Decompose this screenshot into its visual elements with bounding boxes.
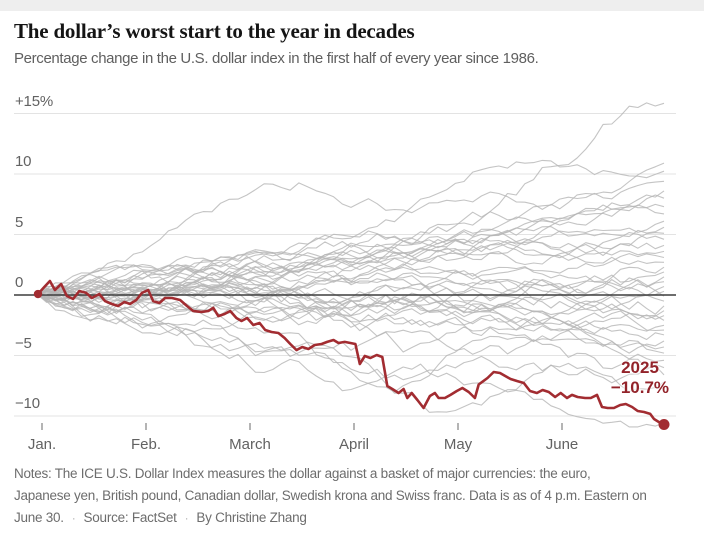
- line-2025: [36, 279, 666, 426]
- x-axis-label: April: [338, 436, 370, 453]
- year-line: [37, 289, 665, 413]
- year-line: [37, 278, 665, 354]
- y-axis-label: −5: [15, 334, 32, 352]
- annotation-value: −10.7%: [610, 378, 670, 398]
- separator-dot: ·: [71, 511, 76, 525]
- separator-dot: ·: [184, 511, 189, 525]
- y-axis-label: +15%: [15, 92, 53, 110]
- y-axis-label: 10: [15, 153, 32, 170]
- year-line: [37, 270, 665, 326]
- notes-date: June 30.: [14, 510, 64, 525]
- year-line: [37, 284, 665, 354]
- year-line: [37, 294, 665, 376]
- end-dot-2025: [658, 418, 670, 430]
- year-line: [37, 220, 665, 301]
- year-line: [37, 180, 665, 296]
- chart-title: The dollar’s worst start to the year in …: [14, 19, 415, 43]
- x-axis-label: Jan.: [27, 436, 57, 453]
- start-dot-2025: [33, 289, 43, 299]
- notes-line: Japanese yen, British pound, Canadian do…: [14, 488, 647, 503]
- year-line: [37, 280, 665, 362]
- year-line: [37, 265, 665, 310]
- notes-line-last: June 30. · Source: FactSet · By Christine Zh…: [14, 507, 647, 529]
- year-line: [37, 294, 665, 428]
- year-line: [37, 238, 665, 299]
- year-line: [38, 269, 665, 320]
- x-axis-label: May: [443, 436, 473, 453]
- year-line: [37, 294, 665, 393]
- y-axis-label: −10: [15, 395, 40, 412]
- y-axis-label: 5: [15, 213, 24, 231]
- year-line: [37, 190, 665, 298]
- byline-label: By Christine Zhang: [196, 510, 307, 525]
- year-line: [37, 226, 665, 315]
- year-line: [37, 294, 665, 393]
- year-line: [37, 162, 665, 295]
- year-line: [37, 159, 665, 296]
- y-axis-label: 0: [15, 274, 24, 291]
- x-axis-label: June: [545, 436, 579, 453]
- annotation-2025: 2025 −10.7%: [590, 358, 690, 398]
- notes: Notes: The ICE U.S. Dollar Index measure…: [14, 463, 647, 529]
- x-axis-label: Feb.: [130, 436, 162, 453]
- top-strip: [0, 0, 704, 11]
- year-line: [37, 272, 665, 304]
- annotation-year: 2025: [621, 358, 659, 377]
- year-line: [37, 293, 665, 332]
- notes-line: Notes: The ICE U.S. Dollar Index measure…: [14, 466, 591, 481]
- chart-subtitle: Percentage change in the U.S. dollar ind…: [14, 50, 539, 67]
- source-label: Source: FactSet: [83, 510, 177, 525]
- year-line: [37, 242, 665, 303]
- x-axis-label: March: [229, 436, 271, 453]
- year-line: [37, 294, 665, 341]
- year-line: [37, 204, 665, 301]
- year-line: [37, 253, 665, 296]
